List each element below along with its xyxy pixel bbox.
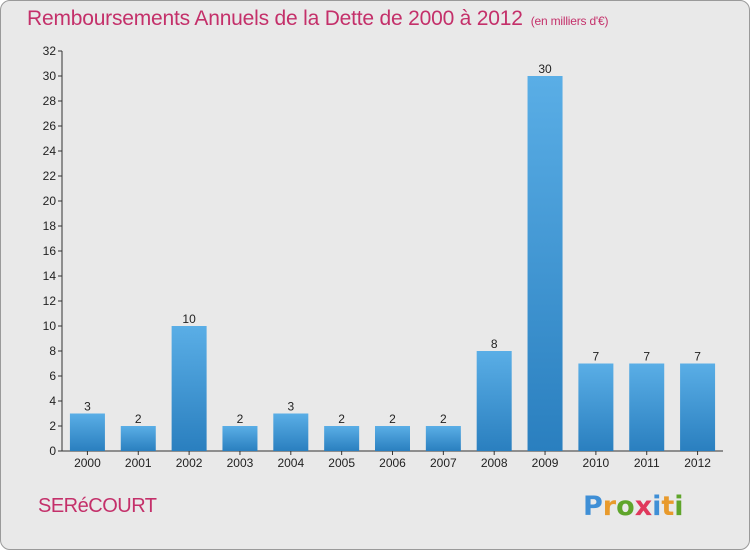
logo-letter: i xyxy=(674,491,684,522)
y-tick-label: 16 xyxy=(43,244,57,258)
bar-value-label: 3 xyxy=(84,400,91,414)
y-tick-label: 24 xyxy=(43,144,57,158)
y-tick-label: 10 xyxy=(43,319,57,333)
chart-title-text: Remboursements Annuels de la Dette de 20… xyxy=(27,7,523,30)
bar xyxy=(324,426,360,451)
proxiti-logo: Proxiti xyxy=(583,491,684,522)
bar xyxy=(375,426,410,451)
bar-value-label: 2 xyxy=(237,412,244,426)
y-tick-label: 20 xyxy=(43,194,57,208)
bar-value-label: 7 xyxy=(694,350,701,364)
chart-unit-note: (en milliers d'€) xyxy=(530,14,609,28)
chart-title: Remboursements Annuels de la Dette de 20… xyxy=(27,7,608,31)
x-tick-label: 2000 xyxy=(74,456,101,470)
commune-name: SERéCOURT xyxy=(38,495,157,517)
bar-value-label: 2 xyxy=(389,412,396,426)
y-tick-label: 32 xyxy=(43,44,57,58)
bar-value-label: 2 xyxy=(135,412,142,426)
bar-value-label: 2 xyxy=(440,412,447,426)
logo-letter: t xyxy=(661,491,675,522)
bar xyxy=(171,326,207,451)
y-tick-label: 28 xyxy=(43,94,57,108)
bar xyxy=(222,426,258,451)
x-tick-label: 2005 xyxy=(328,456,355,470)
bar xyxy=(425,426,461,451)
y-tick-label: 26 xyxy=(43,119,57,133)
y-tick-label: 6 xyxy=(49,369,56,383)
logo-letter: P xyxy=(583,491,603,522)
y-tick-label: 4 xyxy=(49,394,56,408)
x-tick-label: 2011 xyxy=(634,456,660,470)
y-tick-label: 14 xyxy=(43,269,57,283)
x-tick-label: 2007 xyxy=(430,456,457,470)
bar-value-label: 10 xyxy=(182,312,196,326)
y-tick-label: 18 xyxy=(43,219,57,233)
x-tick-label: 2003 xyxy=(227,456,254,470)
x-tick-label: 2012 xyxy=(684,456,711,470)
x-tick-label: 2010 xyxy=(583,456,610,470)
bar-value-label: 30 xyxy=(538,62,552,76)
bar xyxy=(527,76,563,451)
x-tick-label: 2001 xyxy=(125,456,152,470)
y-tick-label: 30 xyxy=(43,69,57,83)
bar-value-label: 2 xyxy=(338,412,345,426)
bar xyxy=(120,426,156,451)
x-tick-label: 2002 xyxy=(176,456,203,470)
x-tick-label: 2004 xyxy=(277,456,304,470)
x-tick-label: 2008 xyxy=(481,456,508,470)
logo-letter: x xyxy=(634,491,653,522)
y-tick-label: 22 xyxy=(43,169,57,183)
bar xyxy=(476,351,512,451)
x-tick-label: 2009 xyxy=(532,456,559,470)
logo-letter: i xyxy=(652,491,662,522)
bar-value-label: 8 xyxy=(491,337,498,351)
y-tick-label: 0 xyxy=(49,444,56,458)
x-tick-label: 2006 xyxy=(379,456,406,470)
y-tick-label: 12 xyxy=(43,294,57,308)
logo-letter: r xyxy=(602,491,617,522)
bar xyxy=(680,363,716,451)
bar xyxy=(578,363,614,451)
bar xyxy=(273,413,309,451)
bar-value-label: 7 xyxy=(593,350,600,364)
logo-letter: o xyxy=(616,491,635,522)
bar-value-label: 7 xyxy=(643,350,650,364)
y-tick-label: 2 xyxy=(49,419,56,433)
bar xyxy=(69,413,105,451)
bar xyxy=(629,363,665,451)
y-tick-label: 8 xyxy=(49,344,56,358)
bar-value-label: 3 xyxy=(287,400,294,414)
